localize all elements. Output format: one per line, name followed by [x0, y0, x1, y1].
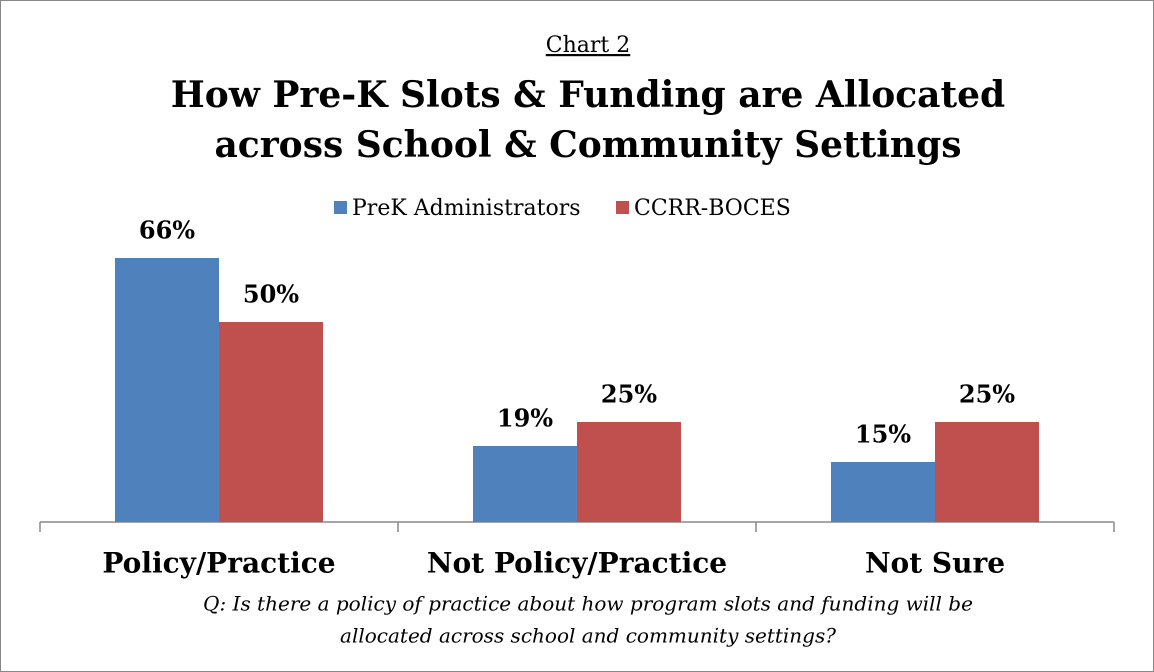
- data-label: 25%: [601, 380, 657, 409]
- bar: [831, 462, 935, 522]
- annotation: allocated across school and community se…: [340, 624, 836, 648]
- chart-label: Chart 2: [546, 33, 630, 58]
- legend-label: PreK Administrators: [352, 196, 581, 221]
- data-label: 25%: [959, 380, 1015, 409]
- x-tick-label: Policy/Practice: [102, 547, 335, 580]
- bar: [577, 422, 681, 522]
- data-label: 50%: [243, 280, 299, 309]
- chart-title: How Pre-K Slots & Funding are Allocated: [171, 74, 1005, 116]
- data-label: 19%: [497, 404, 553, 433]
- bar: [473, 446, 577, 522]
- annotation: Q: Is there a policy of practice about h…: [203, 592, 973, 616]
- bar: [115, 258, 219, 522]
- legend-swatch: [334, 201, 347, 214]
- x-tick-label: Not Policy/Practice: [427, 547, 727, 580]
- legend-label: CCRR-BOCES: [634, 196, 791, 221]
- legend-swatch: [616, 201, 629, 214]
- x-tick-label: Not Sure: [865, 547, 1005, 580]
- bar: [935, 422, 1039, 522]
- chart-title: across School & Community Settings: [214, 124, 961, 166]
- bar: [219, 322, 323, 522]
- data-label: 66%: [139, 216, 195, 245]
- data-label: 15%: [855, 420, 911, 449]
